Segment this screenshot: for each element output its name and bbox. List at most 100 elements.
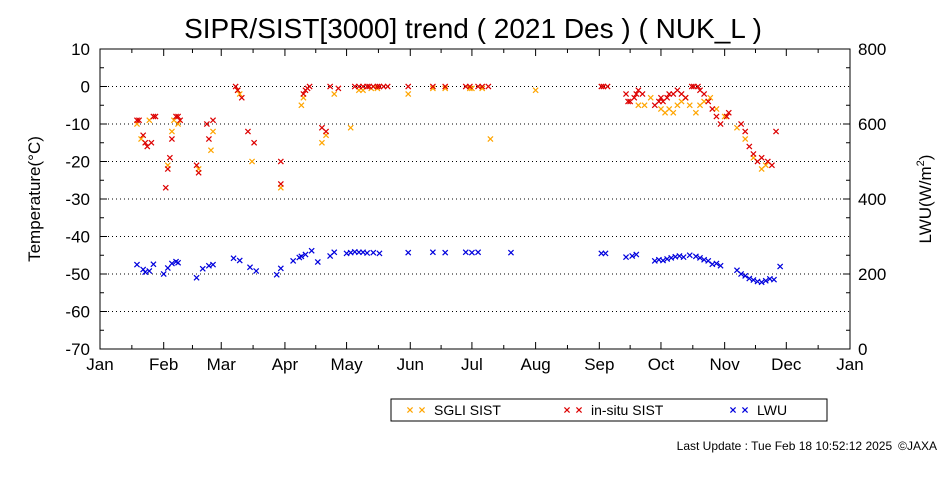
legend-label: in-situ SIST — [591, 402, 664, 418]
data-point — [466, 83, 473, 90]
data-point — [701, 90, 708, 98]
x-tick-label: Oct — [648, 355, 675, 374]
data-point — [709, 105, 716, 113]
legend-marker — [406, 406, 414, 414]
data-point — [475, 249, 482, 256]
credit-text: ©JAXA — [898, 439, 937, 453]
data-point — [298, 102, 305, 109]
data-point — [479, 85, 486, 92]
data-point — [750, 150, 757, 158]
data-point — [177, 117, 184, 124]
data-point — [168, 135, 175, 143]
data-point — [742, 135, 749, 143]
data-point — [205, 262, 212, 269]
data-point — [442, 85, 449, 92]
data-point — [746, 143, 753, 150]
y-tick-label: -50 — [65, 265, 90, 284]
data-point — [207, 147, 214, 154]
y2-axis-label-sup: 2 — [915, 160, 927, 166]
data-point — [738, 270, 745, 278]
y-tick-label: 0 — [81, 78, 90, 97]
data-point — [762, 162, 769, 169]
data-point — [302, 251, 309, 258]
data-point — [682, 94, 689, 101]
last-update-text: Last Update : Tue Feb 18 10:52:12 2025 — [677, 439, 893, 453]
data-point — [168, 128, 175, 135]
data-point — [442, 83, 449, 90]
y-tick-label: -60 — [65, 303, 90, 322]
data-point — [647, 94, 654, 101]
legend-label: LWU — [757, 402, 787, 418]
legend-marker — [563, 406, 571, 414]
data-point — [175, 259, 182, 266]
data-point — [770, 276, 777, 283]
x-tick-label: Mar — [207, 355, 237, 374]
data-point — [659, 257, 667, 264]
data-point — [598, 83, 605, 90]
data-point — [485, 83, 492, 90]
data-point — [725, 109, 732, 116]
data-point — [133, 117, 141, 124]
data-point — [629, 252, 636, 260]
data-point — [507, 249, 514, 256]
data-point — [429, 249, 436, 256]
data-point — [707, 94, 714, 101]
data-point — [298, 253, 305, 260]
data-point — [142, 269, 149, 276]
y-tick-label: 10 — [71, 40, 90, 59]
data-point — [209, 261, 217, 268]
data-point — [384, 83, 391, 90]
data-point — [251, 139, 258, 146]
data-point — [623, 254, 630, 261]
data-point — [468, 249, 475, 256]
data-point — [331, 90, 338, 98]
data-point — [244, 128, 251, 135]
data-point — [230, 255, 237, 262]
data-point — [657, 94, 664, 101]
data-point — [768, 162, 775, 169]
data-point — [405, 249, 412, 256]
data-point — [651, 257, 658, 264]
data-point — [300, 90, 307, 98]
data-point — [246, 264, 254, 271]
data-point — [713, 260, 720, 267]
data-point — [633, 251, 640, 258]
data-point — [148, 139, 155, 146]
data-point — [203, 120, 210, 128]
data-point — [318, 139, 325, 146]
data-point — [705, 98, 712, 105]
x-tick-label: Aug — [520, 355, 550, 374]
data-point — [670, 109, 677, 116]
data-point — [692, 109, 699, 116]
data-point — [308, 247, 315, 254]
data-point — [249, 158, 256, 165]
data-point — [323, 128, 330, 135]
data-point — [150, 113, 157, 120]
data-point — [193, 162, 200, 169]
legend-marker — [575, 406, 583, 414]
data-point — [140, 132, 147, 139]
data-point — [487, 135, 494, 143]
data-point — [152, 113, 159, 120]
data-point — [199, 265, 206, 272]
data-point — [166, 154, 173, 161]
data-point — [676, 252, 683, 260]
x-tick-label: Sep — [584, 355, 614, 374]
data-point — [717, 120, 724, 128]
x-tick-label: Dec — [771, 355, 802, 374]
data-point — [466, 85, 473, 92]
data-point — [209, 117, 217, 124]
data-point — [623, 90, 630, 98]
data-point — [335, 85, 342, 92]
data-point — [195, 169, 202, 176]
data-point — [692, 253, 699, 260]
y2-tick-label: 800 — [858, 40, 886, 59]
data-point — [686, 252, 693, 259]
y2-tick-label: 200 — [858, 265, 886, 284]
data-point — [631, 94, 638, 101]
data-point — [238, 94, 245, 101]
data-point — [175, 113, 182, 120]
x-tick-label: Apr — [272, 355, 299, 374]
x-tick-label: Jan — [836, 355, 863, 374]
